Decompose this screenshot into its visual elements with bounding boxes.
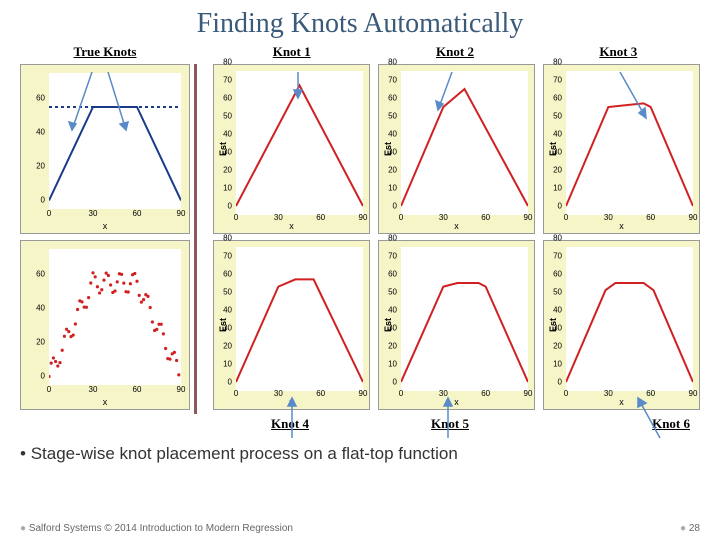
left-column: 0204060 0306090 x 0204060 0306090 x — [20, 64, 190, 414]
bullet-text: • Stage-wise knot placement process on a… — [0, 436, 720, 468]
top-row: Est010203040506070800306090x Est01020304… — [213, 64, 700, 234]
chart-knot4: Est010203040506070800306090x — [213, 240, 370, 410]
x-label: x — [454, 221, 459, 231]
x-label: x — [103, 397, 108, 407]
chart-knot1: Est010203040506070800306090x — [213, 64, 370, 234]
x-label: x — [454, 397, 459, 407]
bottom-labels-row: Knot 4 Knot 5 Knot 6 — [0, 414, 720, 436]
x-label: x — [289, 397, 294, 407]
label-knot4: Knot 4 — [210, 416, 370, 432]
label-knot6: Knot 6 — [530, 416, 700, 432]
chart-true-line: 0204060 0306090 x — [20, 64, 190, 234]
vertical-divider — [194, 64, 197, 414]
bottom-row: Est010203040506070800306090x Est01020304… — [213, 240, 700, 410]
page-title: Finding Knots Automatically — [0, 0, 720, 44]
chart-knot3: Est010203040506070800306090x — [543, 64, 700, 234]
chart-grid: 0204060 0306090 x 0204060 0306090 x Est0… — [0, 64, 720, 414]
x-label: x — [103, 221, 108, 231]
label-knot1: Knot 1 — [210, 44, 373, 60]
label-true-knots: True Knots — [20, 44, 190, 60]
top-labels-row: True Knots Knot 1 Knot 2 Knot 3 — [0, 44, 720, 64]
chart-knot2: Est010203040506070800306090x — [378, 64, 535, 234]
chart-knot5: Est010203040506070800306090x — [378, 240, 535, 410]
footer-page: 28 — [680, 523, 700, 534]
label-knot2: Knot 2 — [373, 44, 536, 60]
x-label: x — [619, 221, 624, 231]
bullet-content: Stage-wise knot placement process on a f… — [31, 444, 458, 463]
x-label: x — [289, 221, 294, 231]
chart-true-noise: 0204060 0306090 x — [20, 240, 190, 410]
x-label: x — [619, 397, 624, 407]
label-knot5: Knot 5 — [370, 416, 530, 432]
footer: Salford Systems © 2014 Introduction to M… — [20, 523, 700, 534]
footer-left: Salford Systems © 2014 Introduction to M… — [20, 523, 293, 534]
chart-knot6: Est010203040506070800306090x — [543, 240, 700, 410]
right-column: Est010203040506070800306090x Est01020304… — [213, 64, 700, 414]
